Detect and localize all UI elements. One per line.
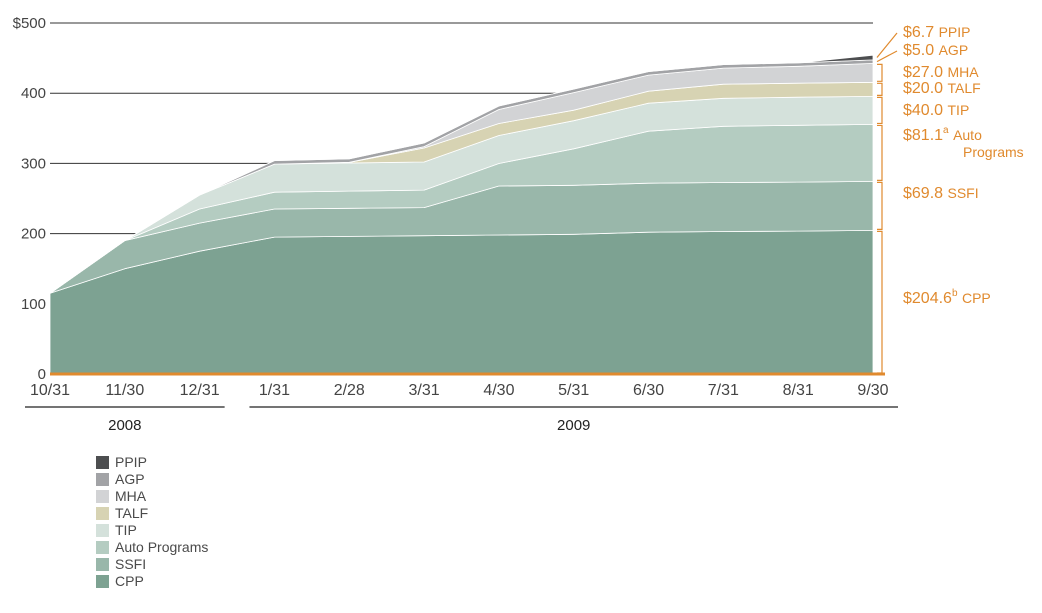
year-group-label: 2009 xyxy=(557,417,590,434)
y-tick-label: 200 xyxy=(21,226,46,243)
annotation-mha: $27.0 MHA xyxy=(903,64,979,81)
x-tick-label: 8/31 xyxy=(783,382,814,399)
legend-item-auto-programs: Auto Programs xyxy=(96,539,208,556)
legend-item-tip: TIP xyxy=(96,522,208,539)
legend-swatch xyxy=(96,541,109,554)
legend-label: AGP xyxy=(115,471,145,487)
legend-label: TALF xyxy=(115,505,149,521)
y-tick-label: 0 xyxy=(38,366,46,383)
axes: 0 100 200 300 400 $500 10/31 11/30 12/31 1/31 2/28… xyxy=(13,15,898,434)
bracket-mha xyxy=(877,63,883,82)
x-tick-label: 2/28 xyxy=(334,382,365,399)
legend-swatch xyxy=(96,490,109,503)
bracket-cpp xyxy=(877,230,883,374)
x-tick-label: 1/31 xyxy=(259,382,290,399)
legend-item-cpp: CPP xyxy=(96,573,208,590)
bracket-talf xyxy=(877,82,883,96)
bracket-tip xyxy=(877,96,883,125)
legend-label: CPP xyxy=(115,573,144,589)
legend-label: TIP xyxy=(115,522,137,538)
annotation-ssfi: $69.8 SSFI xyxy=(903,185,979,202)
y-tick-label: 100 xyxy=(21,296,46,313)
value-annotations: $6.7 PPIP$5.0 AGP $27.0 MHA$20.0 TALF $40.… xyxy=(876,24,1024,374)
x-tick-label: 12/31 xyxy=(180,382,220,399)
annotation-tip: $40.0 TIP xyxy=(903,102,969,119)
area-ppip xyxy=(49,54,874,294)
x-tick-label: 3/31 xyxy=(409,382,440,399)
y-tick-label: 300 xyxy=(21,155,46,172)
legend-item-talf: TALF xyxy=(96,505,208,522)
legend-label: PPIP xyxy=(115,454,147,470)
legend-label: MHA xyxy=(115,488,147,504)
bracket-ssfi xyxy=(877,181,883,230)
year-group-label: 2008 xyxy=(108,417,141,434)
legend-swatch xyxy=(96,524,109,537)
x-tick-label: 9/30 xyxy=(857,382,888,399)
legend-swatch xyxy=(96,473,109,486)
legend-item-agp: AGP xyxy=(96,471,208,488)
legend-swatch xyxy=(96,575,109,588)
y-tick-label: $500 xyxy=(13,15,46,32)
bracket-auto-programs xyxy=(877,124,883,181)
x-tick-label: 10/31 xyxy=(30,382,70,399)
x-tick-label: 11/30 xyxy=(105,382,144,399)
legend-label: SSFI xyxy=(115,556,147,572)
y-tick-label: 400 xyxy=(21,85,46,102)
annotation-cpp: $204.6b CPP xyxy=(903,288,991,307)
annotation-auto-programs-line2: Programs xyxy=(963,144,1024,160)
x-tick-label: 5/31 xyxy=(558,382,589,399)
legend-swatch xyxy=(96,507,109,520)
annotation-auto-programs: $81.1a Auto xyxy=(903,125,982,144)
area-series xyxy=(49,54,874,375)
leader-ppip xyxy=(876,32,898,58)
x-tick-label: 4/30 xyxy=(483,382,514,399)
legend-item-ssfi: SSFI xyxy=(96,556,208,573)
annotation-talf: $20.0 TALF xyxy=(903,80,981,97)
legend-label: Auto Programs xyxy=(115,539,209,555)
legend-swatch xyxy=(96,558,109,571)
annotation-ppip: $6.7 PPIP xyxy=(903,24,971,41)
legend-swatch xyxy=(96,456,109,469)
legend: PPIP AGP MHA TALF TIP Auto Programs SSFI CPP xyxy=(96,454,208,590)
annotation-agp: $5.0 AGP xyxy=(903,42,968,59)
legend-item-ppip: PPIP xyxy=(96,454,208,471)
leader-agp xyxy=(876,50,898,63)
x-tick-label: 7/31 xyxy=(708,382,739,399)
x-tick-label: 6/30 xyxy=(633,382,664,399)
legend-item-mha: MHA xyxy=(96,488,208,505)
